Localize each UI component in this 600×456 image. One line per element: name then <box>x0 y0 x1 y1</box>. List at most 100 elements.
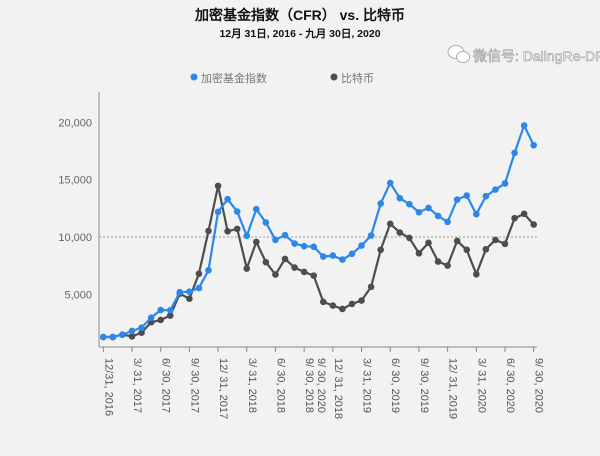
data-point <box>272 236 279 244</box>
data-point <box>463 192 471 199</box>
data-point <box>233 225 241 233</box>
data-point <box>406 234 413 242</box>
x-tick-label: 12/ 31, 2017 <box>217 358 229 419</box>
data-point <box>396 229 404 236</box>
data-point <box>243 265 251 272</box>
legend-label-btc: 比特币 <box>341 71 374 85</box>
data-point <box>348 250 356 258</box>
data-point <box>281 231 289 239</box>
data-point <box>100 333 107 341</box>
x-tick-label: 9/ 30, 2018 <box>303 358 315 413</box>
x-tick-label: 6/ 30, 2017 <box>160 358 172 413</box>
x-tick-label: 6/ 30, 2020 <box>504 358 516 413</box>
data-point <box>300 268 308 276</box>
data-point <box>166 307 174 314</box>
data-point <box>367 283 375 291</box>
data-point <box>186 288 193 295</box>
data-point <box>224 195 231 203</box>
data-point <box>530 141 537 149</box>
x-tick-label: 3/ 31, 2019 <box>361 358 373 413</box>
data-point <box>138 329 145 336</box>
data-point <box>511 149 518 157</box>
data-point <box>186 295 193 302</box>
data-point <box>492 236 499 244</box>
legend-marker-btc <box>330 73 338 81</box>
data-point <box>319 298 327 306</box>
data-point <box>205 266 212 274</box>
data-point <box>329 252 337 259</box>
data-point <box>520 122 528 129</box>
x-tick-label: 12/ 31, 2018 <box>332 358 344 419</box>
data-point <box>511 214 518 222</box>
data-point <box>195 270 203 277</box>
data-point <box>262 219 270 226</box>
data-point <box>501 240 509 248</box>
data-point <box>444 218 451 226</box>
legend: 加密基金指数 比特币 <box>190 71 374 85</box>
series-line <box>103 122 535 339</box>
data-point <box>138 324 145 331</box>
data-point <box>329 302 337 309</box>
data-point <box>166 312 174 319</box>
data-point <box>453 196 461 203</box>
x-tick-label: 9/ 30, 2019 <box>418 358 430 413</box>
data-point <box>415 249 423 257</box>
data-point <box>501 180 509 187</box>
wechat-icon <box>447 45 470 63</box>
data-point <box>319 253 327 260</box>
legend-label-cfr: 加密基金指数 <box>201 71 267 85</box>
data-point <box>473 270 480 278</box>
x-tick-label: 12/31, 2016 <box>102 358 114 416</box>
data-point <box>119 331 126 338</box>
x-tick-label: 9/ 30, 2017 <box>188 358 200 413</box>
data-point <box>243 232 251 240</box>
data-point <box>463 246 471 254</box>
x-tick-label: 3/ 31, 2018 <box>246 358 258 413</box>
data-point <box>434 212 442 220</box>
data-point <box>128 327 136 335</box>
data-point <box>406 200 413 208</box>
watermark-text: 微信号: DalingRe-DR <box>473 48 600 64</box>
data-point <box>214 182 222 190</box>
watermark: 微信号: DalingRe-DR <box>447 45 600 64</box>
data-point <box>205 227 212 235</box>
y-tick-label: 10,000 <box>58 232 92 244</box>
data-point <box>492 186 499 193</box>
series-cfr <box>100 122 537 341</box>
data-point <box>434 258 442 265</box>
data-point <box>520 210 528 218</box>
data-point <box>415 208 423 216</box>
data-point <box>358 242 365 249</box>
data-point <box>224 227 231 235</box>
data-point <box>386 220 394 228</box>
data-point <box>482 245 490 253</box>
y-tick-label: 20,000 <box>58 117 92 129</box>
data-point <box>157 316 164 324</box>
data-point <box>473 210 480 218</box>
data-point <box>453 237 461 245</box>
data-point <box>425 239 432 247</box>
data-point <box>300 242 308 250</box>
x-tick-label: 12/ 31, 2019 <box>447 358 459 419</box>
data-point <box>358 297 365 304</box>
x-tick-label: 3/ 31, 2017 <box>131 358 143 413</box>
data-point <box>377 200 384 207</box>
data-point <box>386 179 394 187</box>
x-tick-label: 6/ 30, 2019 <box>389 358 401 413</box>
data-point <box>310 243 318 251</box>
y-tick-label: 5,000 <box>64 289 92 301</box>
data-point <box>253 238 260 246</box>
data-point <box>195 284 203 292</box>
chart-title: 加密基金指数（CFR） vs. 比特币 <box>194 7 405 23</box>
data-point <box>233 208 241 215</box>
x-tick-label: 9/ 30, 2020 <box>533 358 545 413</box>
data-point <box>482 192 490 200</box>
x-tick-label: 9/ 30, 2020 <box>315 358 327 413</box>
data-point <box>367 232 375 239</box>
legend-marker-cfr <box>190 73 198 81</box>
data-point <box>291 240 298 247</box>
data-point <box>176 288 184 296</box>
data-point <box>253 205 260 213</box>
series-line <box>103 185 535 339</box>
